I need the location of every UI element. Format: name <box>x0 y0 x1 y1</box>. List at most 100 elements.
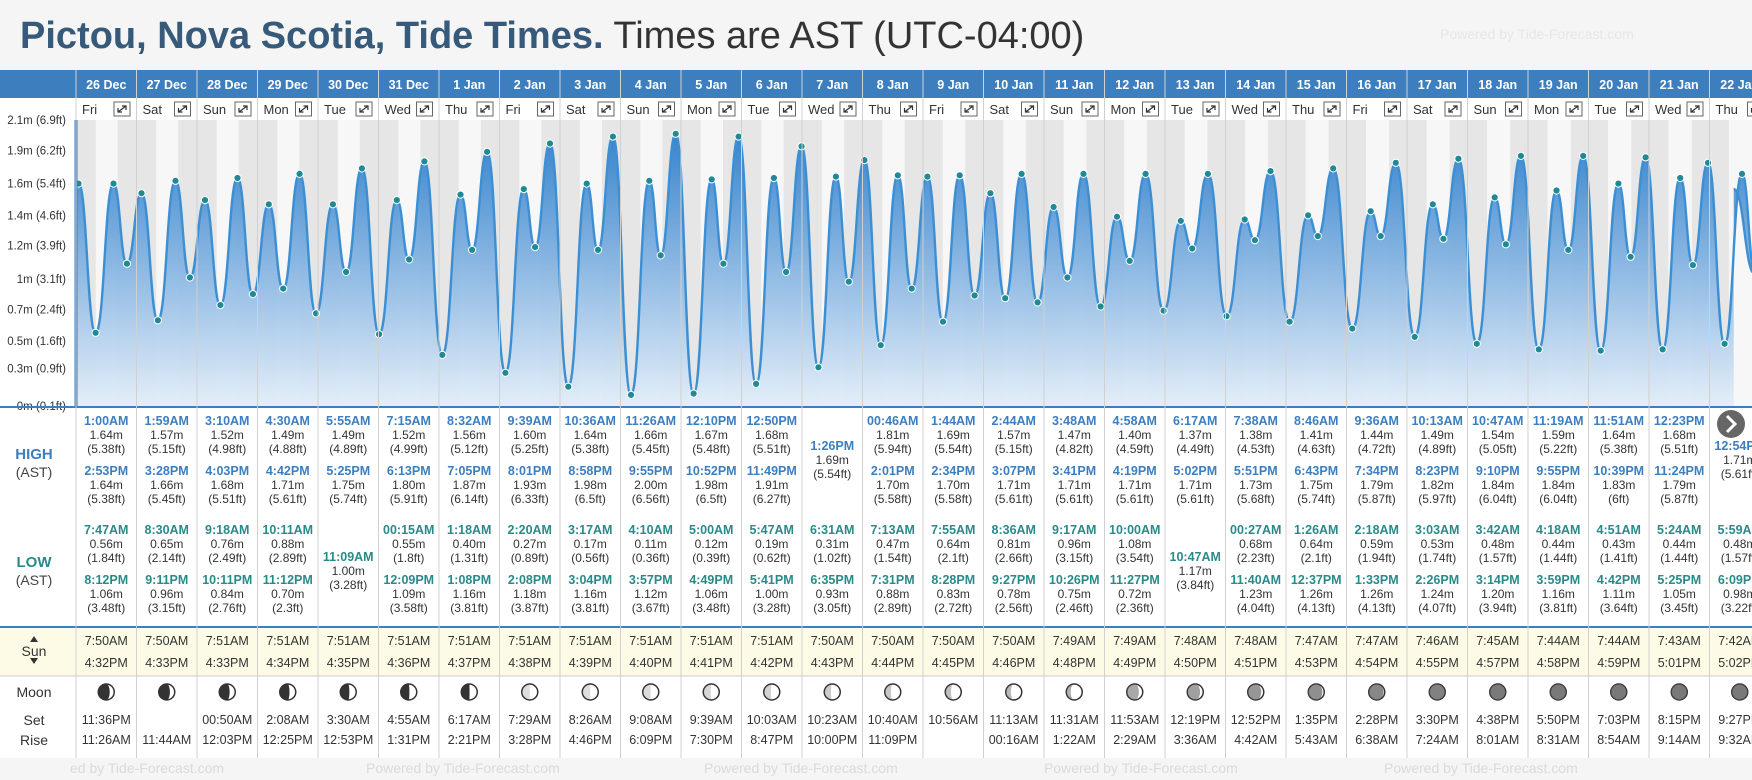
tide-point <box>1176 216 1185 225</box>
expand-button[interactable] <box>113 101 131 117</box>
moonset-time: 11:36PM <box>82 713 131 727</box>
expand-button[interactable] <box>1444 101 1462 117</box>
moonrise-time: 3:36AM <box>1174 733 1217 747</box>
sunrise-time: 7:47AM <box>1355 634 1398 648</box>
high-height-ft: (5.74ft) <box>329 492 367 506</box>
expand-button[interactable] <box>1323 101 1341 117</box>
tide-point <box>626 390 636 399</box>
tide-point <box>752 379 761 388</box>
expand-button[interactable] <box>597 101 615 117</box>
low-height-ft: (2.23ft) <box>1237 551 1275 565</box>
expand-button[interactable] <box>355 101 373 117</box>
high-time: 3:07PM <box>992 464 1036 478</box>
moon-disc <box>581 683 599 701</box>
sunset-time: 4:50PM <box>1174 656 1217 670</box>
next-button-circle <box>1717 410 1745 438</box>
expand-button[interactable] <box>476 101 494 117</box>
expand-button[interactable] <box>295 101 312 117</box>
high-height-ft: (5.51ft) <box>753 442 791 456</box>
expand-button[interactable] <box>1565 101 1583 117</box>
weekday-label: Tue <box>324 102 346 117</box>
low-height-m: 0.76m <box>211 537 244 551</box>
date-label: 8 Jan <box>877 78 909 92</box>
date-label: 30 Dec <box>328 78 368 92</box>
low-height-m: 1.05m <box>1663 587 1696 601</box>
high-time: 3:48AM <box>1052 414 1096 428</box>
high-height-m: 1.66m <box>150 478 183 492</box>
expand-button[interactable] <box>174 101 191 117</box>
weekday-label: Mon <box>1111 102 1136 117</box>
expand-button[interactable] <box>960 101 978 117</box>
high-time: 2:01PM <box>871 464 915 478</box>
expand-button[interactable] <box>537 101 554 117</box>
tide-point <box>671 129 680 138</box>
tide-point <box>1439 234 1448 243</box>
weekday-label: Thu <box>445 102 467 117</box>
expand-arrows-icon <box>419 105 430 113</box>
tide-point <box>986 189 995 198</box>
expand-button[interactable] <box>718 101 736 117</box>
low-height-m: 1.12m <box>634 587 667 601</box>
moonset-time: 1:35PM <box>1295 713 1338 727</box>
high-time: 9:55PM <box>629 464 673 478</box>
low-sub-label: (AST) <box>16 572 53 588</box>
expand-button[interactable] <box>1081 101 1099 117</box>
date-label: 1 Jan <box>453 78 485 92</box>
expand-button[interactable] <box>658 101 675 117</box>
expand-button[interactable] <box>1021 101 1038 117</box>
moon-shadow <box>158 684 170 700</box>
moon-shadow <box>1610 684 1627 700</box>
expand-button[interactable] <box>1505 101 1522 117</box>
moonrise-time: 4:42AM <box>1234 733 1277 747</box>
moon-phase-icon <box>1670 683 1688 701</box>
high-time: 9:10PM <box>1476 464 1520 478</box>
expand-button[interactable] <box>1686 101 1704 117</box>
low-height-ft: (1.41ft) <box>1600 551 1638 565</box>
high-time: 12:50PM <box>746 414 797 428</box>
tide-point <box>248 290 257 299</box>
expand-button[interactable] <box>839 101 857 117</box>
high-height-m: 1.84m <box>1542 478 1575 492</box>
day-column: 12 JanMon4:58AM1.40m(4.59ft)4:19PM1.71m(… <box>1104 70 1160 758</box>
tide-point <box>1266 167 1275 176</box>
expand-button[interactable] <box>1263 101 1280 117</box>
low-height-ft: (3.48ft) <box>692 601 730 615</box>
sunrise-time: 7:51AM <box>448 634 491 648</box>
expand-button[interactable] <box>1142 101 1159 117</box>
moon-phase-icon <box>944 683 962 701</box>
high-height-ft: (5.54ft) <box>934 442 972 456</box>
expand-button[interactable] <box>779 101 796 117</box>
high-height-m: 1.98m <box>574 478 607 492</box>
sunrise-sunset-arrows-icon <box>30 636 38 664</box>
expand-button[interactable] <box>1384 101 1401 117</box>
expand-button[interactable] <box>416 101 433 117</box>
sunrise-time: 7:50AM <box>932 634 975 648</box>
y-tick-label: 1.6m (5.4ft) <box>7 179 66 191</box>
moon-phase-icon <box>1005 683 1023 701</box>
expand-button[interactable] <box>900 101 917 117</box>
low-time: 1:18AM <box>447 523 491 537</box>
expand-button[interactable] <box>234 101 252 117</box>
tide-point <box>185 273 194 282</box>
expand-button[interactable] <box>1747 101 1752 117</box>
tide-point <box>1516 151 1526 160</box>
low-height-ft: (1.57ft) <box>1721 551 1752 565</box>
day-column: 29 DecMon4:30AM1.49m(4.88ft)4:42PM1.71m(… <box>257 70 313 758</box>
date-label: 3 Jan <box>574 78 606 92</box>
moon-disc <box>884 683 902 701</box>
weekday-label: Sun <box>627 102 650 117</box>
high-time: 3:10AM <box>205 414 249 428</box>
expand-button[interactable] <box>1202 101 1220 117</box>
next-button[interactable] <box>1717 410 1745 438</box>
low-time: 12:37PM <box>1291 573 1342 587</box>
tide-point <box>1348 324 1357 333</box>
low-height-ft: (2.36ft) <box>1116 601 1154 615</box>
date-label: 14 Jan <box>1236 78 1275 92</box>
moonrise-time: 2:29AM <box>1113 733 1156 747</box>
expand-button[interactable] <box>1626 101 1643 117</box>
moonrise-time: 2:21PM <box>448 733 491 747</box>
tide-point <box>264 200 273 209</box>
sunrise-time: 7:49AM <box>1053 634 1096 648</box>
watermark-text: ed by Tide-Forecast.com <box>70 760 225 776</box>
